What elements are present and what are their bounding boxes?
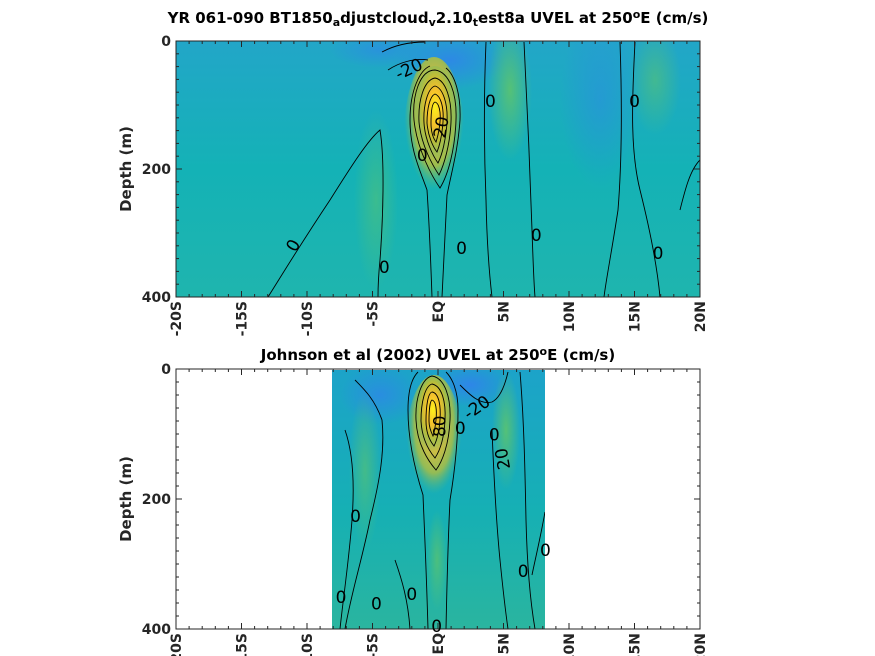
top-title-part: t bbox=[473, 16, 478, 29]
top-x-tick-label: -10S bbox=[300, 301, 316, 336]
bottom-contour-label: 0 bbox=[336, 588, 347, 608]
top-contour-label: 0 bbox=[379, 258, 390, 278]
top-y-tick-label: 400 bbox=[142, 290, 171, 306]
bottom-x-tick-label: -20S bbox=[169, 633, 185, 656]
top-contour-label: 0 bbox=[485, 92, 496, 112]
bottom-contour-label: 0 bbox=[350, 507, 361, 527]
top-x-tick-label: -15S bbox=[235, 301, 251, 336]
bottom-panel: Johnson et al (2002) UVEL at 250oE (cm/s… bbox=[117, 345, 709, 656]
top-x-tick-label: -5S bbox=[366, 301, 382, 327]
top-title-part: 2.10 bbox=[436, 9, 473, 27]
top-title-part: E (cm/s) bbox=[640, 9, 708, 27]
bottom-title-part: Johnson et al (2002) UVEL at 250 bbox=[260, 346, 540, 364]
top-x-tick-label: EQ bbox=[431, 301, 447, 323]
bottom-y-tick-label: 200 bbox=[142, 492, 171, 508]
bottom-x-tick-label: -10S bbox=[300, 633, 316, 656]
top-contour-label: 20 bbox=[430, 115, 453, 140]
bottom-contour-label: 20 bbox=[492, 446, 515, 471]
top-title-part: YR 061-090 BT1850 bbox=[167, 9, 333, 27]
bottom-heatmap-field bbox=[332, 370, 545, 629]
top-eastward-flow-15n bbox=[629, 41, 681, 135]
top-contour-label: 0 bbox=[531, 226, 542, 246]
bottom-contour-label: 0 bbox=[518, 562, 529, 582]
top-x-tick-label: 20N bbox=[693, 301, 709, 332]
top-contour-label: 0 bbox=[456, 239, 467, 259]
top-panel: YR 061-090 BT1850adjustcloudv2.10test8a … bbox=[117, 8, 709, 336]
top-title-part: o bbox=[633, 8, 641, 21]
bottom-eastward-flow-6s bbox=[349, 390, 381, 550]
top-title-part: v bbox=[429, 16, 437, 29]
bottom-contour-label: 0 bbox=[455, 419, 466, 439]
top-westward-surface-flow-west bbox=[330, 41, 430, 68]
bottom-y-tick-label: 0 bbox=[161, 362, 171, 378]
bottom-chart-title: Johnson et al (2002) UVEL at 250oE (cm/s… bbox=[260, 345, 615, 364]
top-y-tick-label: 200 bbox=[142, 162, 171, 178]
bottom-contour-label: 0 bbox=[540, 541, 551, 561]
bottom-contour-label: 0 bbox=[406, 585, 417, 605]
bottom-x-tick-label: -5S bbox=[366, 633, 382, 656]
bottom-title-part: E (cm/s) bbox=[547, 346, 615, 364]
top-x-tick-label: -20S bbox=[169, 301, 185, 336]
top-y-tick-label: 0 bbox=[161, 34, 171, 50]
bottom-contour-label: 0 bbox=[489, 425, 500, 445]
bottom-eastward-flow-5n bbox=[492, 370, 520, 490]
bottom-contour-label: 0 bbox=[431, 617, 442, 637]
top-contour-label: 0 bbox=[629, 92, 640, 112]
top-chart-title: YR 061-090 BT1850adjustcloudv2.10test8a … bbox=[167, 8, 709, 29]
top-eastward-flow-5n bbox=[488, 41, 532, 160]
bottom-x-tick-label: 10N bbox=[562, 633, 578, 656]
bottom-x-tick-label: 5N bbox=[497, 633, 513, 654]
bottom-x-tick-label: -15S bbox=[235, 633, 251, 656]
bottom-x-tick-label: 20N bbox=[693, 633, 709, 656]
top-westward-flow-north bbox=[560, 41, 640, 190]
bottom-eastward-flow-eq-deep bbox=[427, 510, 447, 610]
top-undercurrent-core bbox=[414, 66, 456, 170]
top-eastward-flow-5s bbox=[354, 110, 398, 290]
top-x-tick-label: 10N bbox=[562, 301, 578, 332]
bottom-y-tick-label: 400 bbox=[142, 622, 171, 638]
bottom-contour-label: 80 bbox=[431, 415, 451, 437]
top-title-part: djustcloud bbox=[340, 9, 428, 27]
top-title-part: est8a UVEL at 250 bbox=[478, 9, 633, 27]
bottom-x-tick-label: 15N bbox=[628, 633, 644, 656]
bottom-contours bbox=[339, 371, 545, 629]
top-x-tick-label: 5N bbox=[497, 301, 513, 322]
top-title-part: a bbox=[333, 16, 340, 29]
top-x-tick-label: 15N bbox=[628, 301, 644, 332]
top-contour-label: 0 bbox=[653, 244, 664, 264]
top-heatmap-field bbox=[176, 41, 700, 297]
bottom-x-tick-label: EQ bbox=[431, 633, 447, 655]
bottom-title-part: o bbox=[540, 345, 548, 358]
top-contours bbox=[267, 41, 700, 297]
bottom-contour-label: 0 bbox=[371, 594, 382, 614]
top-contour-label: 0 bbox=[417, 146, 428, 166]
bottom-y-axis-label: Depth (m) bbox=[117, 456, 135, 542]
top-y-axis-label: Depth (m) bbox=[117, 126, 135, 212]
